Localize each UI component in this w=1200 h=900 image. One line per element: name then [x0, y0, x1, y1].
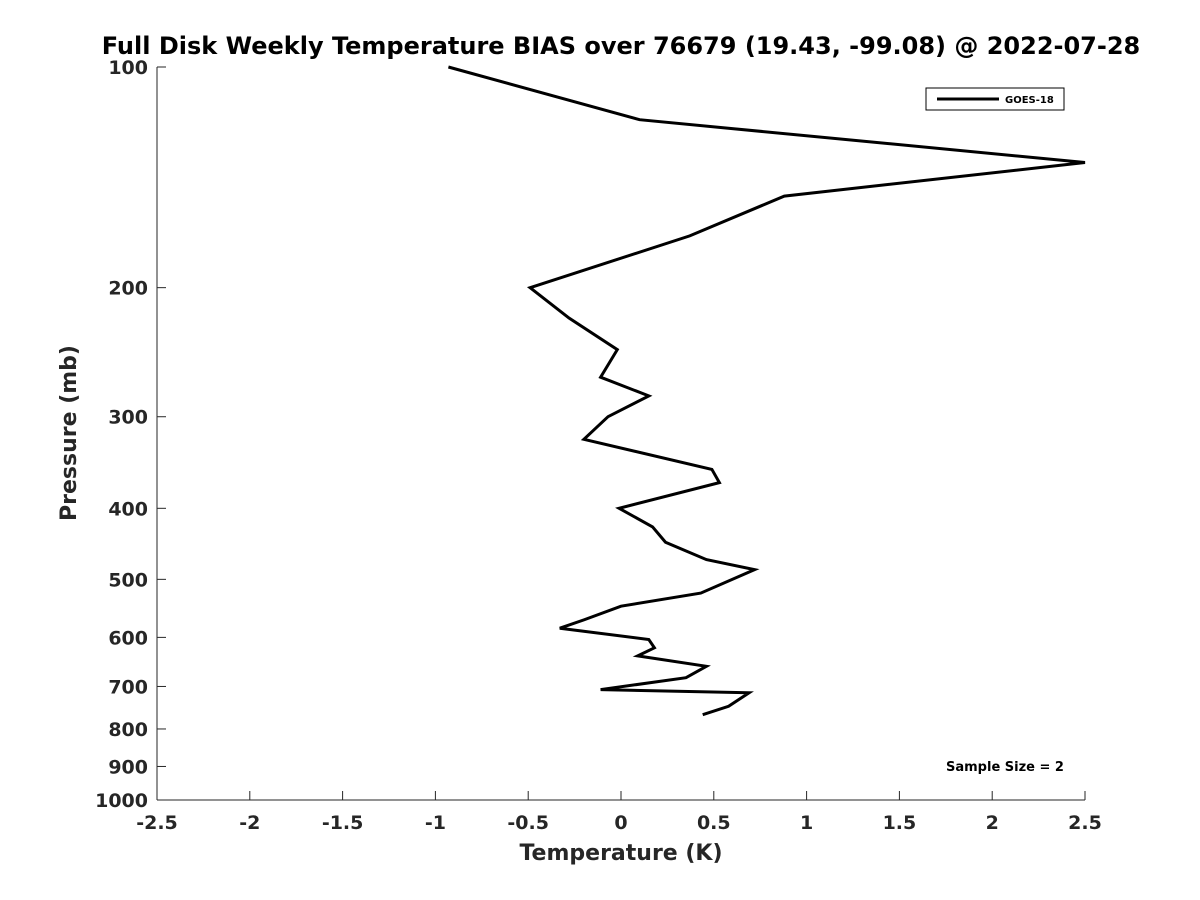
x-tick-label: -0.5	[507, 812, 549, 834]
y-tick-label: 100	[108, 57, 148, 79]
y-tick-label: 500	[108, 569, 148, 591]
x-tick-label: 2	[986, 812, 999, 834]
legend[interactable]: GOES-18	[925, 87, 1065, 111]
x-tick-label: 2.5	[1068, 812, 1102, 834]
y-tick-label: 400	[108, 498, 148, 520]
axes: -2.5 -2 -1.5 -1 -0.5 0 0.5 1 1.5 2 2.5 100 200 300 400…	[95, 57, 1102, 834]
y-tick-label: 1000	[95, 790, 148, 812]
chart-title: Full Disk Weekly Temperature BIAS over 7…	[102, 32, 1141, 60]
y-tick-label: 900	[108, 756, 148, 778]
y-tick-label: 200	[108, 278, 148, 300]
y-tick-label: 300	[108, 407, 148, 429]
x-tick-label: -2	[239, 812, 260, 834]
x-tick-label: -1	[425, 812, 446, 834]
y-axis-label: Pressure (mb)	[57, 345, 82, 521]
x-tick-label: 0	[614, 812, 627, 834]
x-tick-label: 1	[800, 812, 813, 834]
series-line	[448, 65, 1086, 717]
y-tick-label: 800	[108, 719, 148, 741]
y-tick-label: 600	[108, 627, 148, 649]
legend-label: GOES-18	[1005, 95, 1054, 106]
x-tick-label: 0.5	[697, 812, 731, 834]
series-layer	[448, 65, 1086, 717]
x-tick-label: 1.5	[883, 812, 917, 834]
sample-size-annotation: Sample Size = 2	[946, 760, 1064, 775]
x-tick-label: -2.5	[136, 812, 178, 834]
x-axis-label: Temperature (K)	[519, 841, 722, 866]
x-tick-label: -1.5	[322, 812, 364, 834]
y-tick-label: 700	[108, 676, 148, 698]
